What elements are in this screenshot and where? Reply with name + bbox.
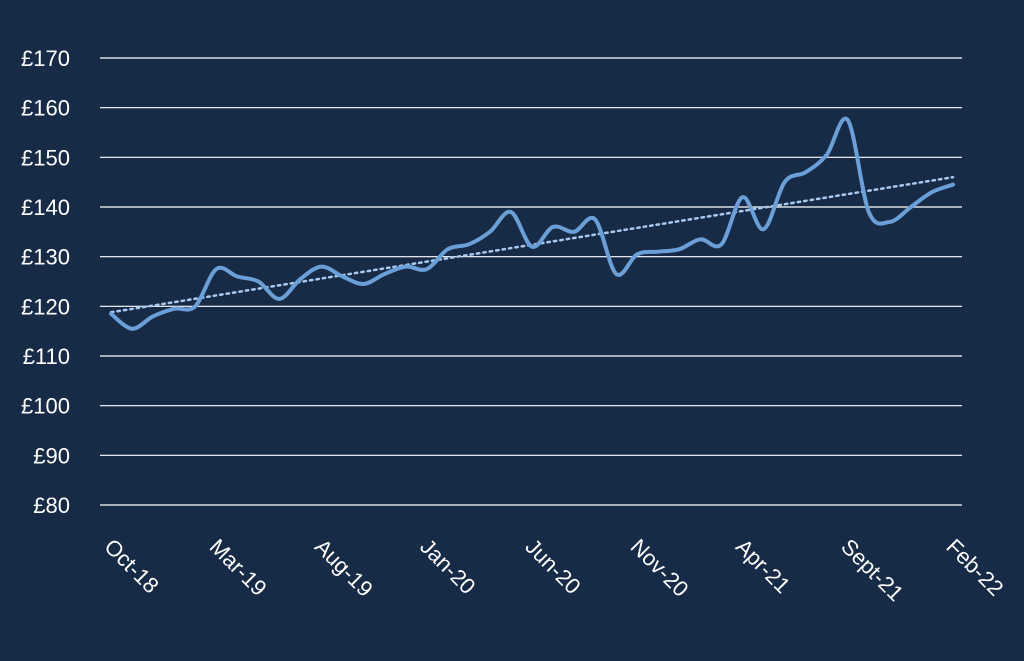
data-point xyxy=(256,280,260,284)
data-point xyxy=(235,275,239,279)
data-point xyxy=(804,170,808,174)
x-tick-label: Mar-19 xyxy=(205,534,272,601)
x-tick-label: Oct-18 xyxy=(99,534,163,598)
y-tick-label: £90 xyxy=(33,443,70,468)
data-point xyxy=(783,180,787,184)
x-tick-label: Aug-19 xyxy=(310,534,378,602)
data-point xyxy=(867,210,871,214)
x-tick-label: Apr-21 xyxy=(731,534,795,598)
data-point xyxy=(677,247,681,251)
data-point xyxy=(930,190,934,194)
series-line xyxy=(109,116,955,331)
y-tick-label: £120 xyxy=(21,294,70,319)
data-point xyxy=(383,272,387,276)
data-point xyxy=(509,210,513,214)
data-point xyxy=(488,230,492,234)
data-point xyxy=(151,314,155,318)
data-point xyxy=(298,277,302,281)
data-point xyxy=(635,252,639,256)
data-point xyxy=(741,195,745,199)
data-point xyxy=(320,265,324,269)
x-tick-label: Nov-20 xyxy=(626,534,694,602)
data-point xyxy=(719,242,723,246)
data-point xyxy=(614,272,618,276)
y-tick-label: £110 xyxy=(23,344,70,369)
data-point xyxy=(341,275,345,279)
data-point xyxy=(404,265,408,269)
data-point xyxy=(909,205,913,209)
y-tick-label: £150 xyxy=(21,145,70,170)
y-tick-label: £160 xyxy=(21,96,70,121)
y-tick-label: £170 xyxy=(21,46,70,71)
data-point xyxy=(172,307,176,311)
series-layer xyxy=(109,116,955,331)
x-tick-label: Sept-21 xyxy=(836,534,908,606)
y-tick-label: £140 xyxy=(21,195,70,220)
trendline-layer xyxy=(109,175,955,314)
data-point xyxy=(362,282,366,286)
data-point xyxy=(551,225,555,229)
data-point xyxy=(698,237,702,241)
data-point xyxy=(277,297,281,301)
y-axis-ticks: £80 £90 £100 £110 £120 £130 £140 £150 £160 £170 xyxy=(21,46,70,518)
data-point xyxy=(846,118,850,122)
data-point xyxy=(193,304,197,308)
y-tick-label: £100 xyxy=(21,394,70,419)
data-point xyxy=(425,267,429,271)
data-point xyxy=(762,227,766,231)
data-point xyxy=(446,247,450,251)
data-point xyxy=(656,250,660,254)
data-point xyxy=(888,220,892,224)
data-point xyxy=(109,312,113,316)
data-point xyxy=(825,153,829,157)
gridlines xyxy=(100,57,962,506)
x-tick-label: Jun-20 xyxy=(520,534,585,599)
y-tick-label: £80 xyxy=(33,493,70,518)
data-point xyxy=(467,242,471,246)
x-tick-label: Feb-22 xyxy=(941,534,1008,601)
data-point xyxy=(593,217,597,221)
data-point xyxy=(530,245,534,249)
data-point xyxy=(572,230,576,234)
trendline xyxy=(109,175,955,314)
x-tick-label: Jan-20 xyxy=(415,534,480,599)
y-tick-label: £130 xyxy=(21,245,70,270)
data-point xyxy=(214,267,218,271)
data-point xyxy=(951,183,955,187)
x-axis-ticks: Oct-18 Mar-19 Aug-19 Jan-20 Jun-20 Nov-20 Apr-… xyxy=(99,534,1008,606)
data-point xyxy=(130,327,134,331)
